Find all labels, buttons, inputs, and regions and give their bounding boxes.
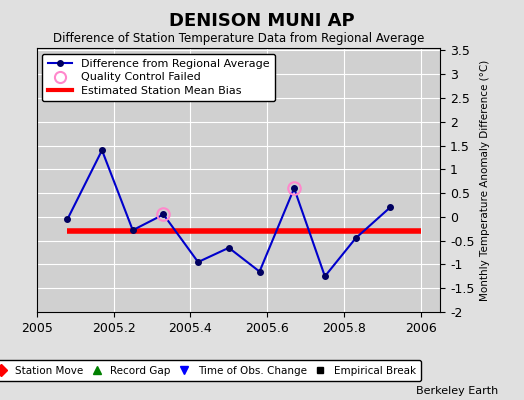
Text: DENISON MUNI AP: DENISON MUNI AP bbox=[169, 12, 355, 30]
Difference from Regional Average bbox=[353, 236, 359, 241]
Line: Quality Control Failed: Quality Control Failed bbox=[157, 182, 300, 221]
Difference from Regional Average bbox=[291, 186, 297, 191]
Y-axis label: Monthly Temperature Anomaly Difference (°C): Monthly Temperature Anomaly Difference (… bbox=[480, 59, 490, 301]
Difference from Regional Average bbox=[129, 228, 136, 232]
Difference from Regional Average bbox=[322, 274, 328, 279]
Quality Control Failed bbox=[160, 212, 167, 217]
Difference from Regional Average bbox=[195, 260, 201, 264]
Line: Difference from Regional Average: Difference from Regional Average bbox=[64, 148, 393, 279]
Difference from Regional Average bbox=[99, 148, 105, 153]
Difference from Regional Average bbox=[64, 217, 71, 222]
Text: Berkeley Earth: Berkeley Earth bbox=[416, 386, 498, 396]
Difference from Regional Average bbox=[160, 212, 167, 217]
Difference from Regional Average bbox=[387, 205, 394, 210]
Difference from Regional Average bbox=[226, 245, 232, 250]
Legend: Station Move, Record Gap, Time of Obs. Change, Empirical Break: Station Move, Record Gap, Time of Obs. C… bbox=[0, 360, 421, 381]
Quality Control Failed bbox=[291, 186, 297, 191]
Difference from Regional Average bbox=[256, 269, 263, 274]
Title: Difference of Station Temperature Data from Regional Average: Difference of Station Temperature Data f… bbox=[53, 32, 424, 46]
